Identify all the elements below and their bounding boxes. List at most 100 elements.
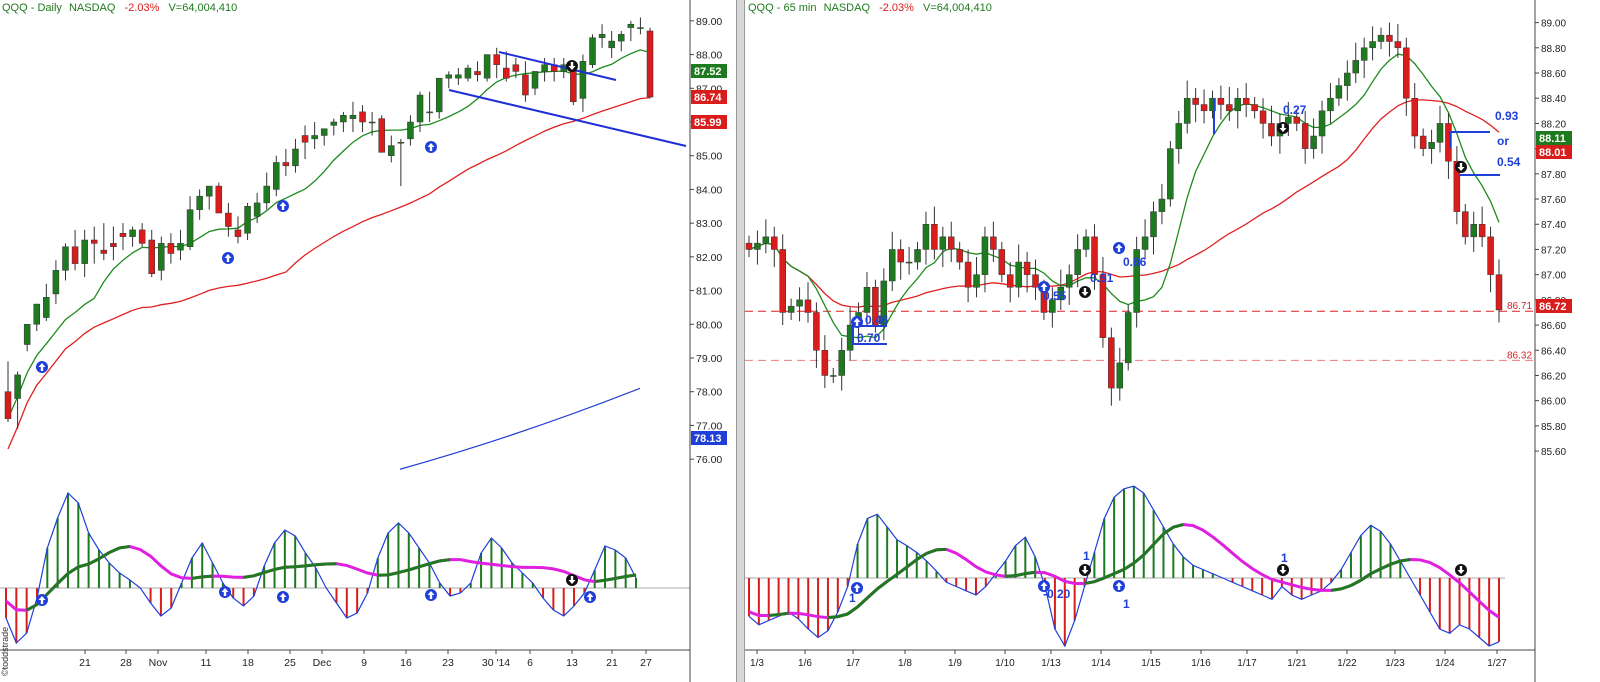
price-tag (1536, 145, 1572, 159)
osc-signal-rising (305, 563, 317, 568)
header-interval: 65 min (783, 2, 817, 14)
price-tick-label: 87.80 (1541, 170, 1566, 181)
candle-body (81, 239, 88, 264)
candle-body (138, 229, 146, 244)
candle-body (804, 299, 812, 313)
header-volume: V=64,004,410 (168, 2, 238, 14)
intraday-chart-panel[interactable]: 89.0088.8088.6088.4088.2088.0087.8087.60… (745, 0, 1600, 682)
osc-signal-rising (274, 565, 286, 571)
osc-signal-rising (263, 567, 275, 574)
time-tick-label: 1/13 (1041, 658, 1061, 669)
time-tick-label: 25 (284, 657, 296, 669)
annotation-label: 0.70 (857, 331, 881, 345)
time-tick-label: 1/23 (1385, 658, 1405, 669)
candle-body (1006, 274, 1014, 288)
candle-body (1403, 47, 1410, 99)
osc-buy-arrow-glyph (279, 593, 287, 601)
candle-body (813, 312, 820, 351)
price-tag-label: 85.99 (694, 117, 722, 129)
time-tick-label: 1/6 (798, 658, 812, 669)
target-bracket (852, 320, 887, 345)
price-tick-label: 85.80 (1541, 422, 1566, 433)
candle-body (1445, 123, 1452, 162)
time-tick-label: 1/21 (1287, 658, 1307, 669)
time-tick-label: 1/17 (1237, 658, 1257, 669)
candle-body (1462, 211, 1469, 238)
candle-body (330, 121, 338, 126)
price-tick-label: 88.60 (1541, 69, 1566, 80)
candle-body (368, 121, 376, 124)
candle-body (1065, 274, 1073, 288)
candle-body (1209, 97, 1216, 112)
candle-body (1411, 97, 1418, 137)
osc-signal-rising (191, 575, 203, 580)
candle-body (990, 236, 997, 250)
candle-body (1099, 274, 1107, 338)
daily-chart-panel[interactable]: 89.0088.0087.0086.0085.0084.0083.0082.00… (0, 0, 736, 682)
osc-signal-rising (315, 562, 327, 567)
candle-body (863, 287, 871, 313)
candle-body (964, 261, 972, 288)
candle-body (177, 243, 184, 251)
sell-signal-arrow-glyph (1457, 163, 1465, 171)
candle-body (779, 249, 786, 313)
price-tag-label: 88.01 (1539, 147, 1567, 159)
candle-body (914, 249, 921, 263)
header-volume: V=64,004,410 (923, 2, 992, 14)
time-tick-label: 13 (566, 657, 578, 669)
candle-body (435, 77, 443, 113)
candle-body (947, 236, 955, 250)
candle-body (148, 239, 155, 274)
buy-signal-arrow-glyph (279, 202, 287, 210)
price-tick-label: 81.00 (696, 286, 722, 298)
candle-body (455, 74, 462, 79)
price-tick-label: 83.00 (696, 218, 722, 230)
osc-count-label: 1 (1123, 597, 1130, 611)
osc-signal-rising (387, 571, 399, 577)
price-tick-label: 86.60 (1541, 321, 1566, 332)
osc-signal-rising (1162, 525, 1175, 536)
osc-signal-rising (398, 568, 410, 575)
candle-body (1394, 41, 1402, 49)
candle-body (1183, 97, 1191, 124)
candle-body (110, 243, 117, 247)
ma-fast-line (748, 53, 1500, 339)
candle-body (445, 74, 453, 79)
osc-signal-rising (896, 565, 908, 576)
osc-signal-rising (77, 562, 90, 569)
osc-signal-rising (827, 615, 838, 620)
candle-body (1150, 211, 1157, 238)
header-exchange: NASDAQ (823, 2, 871, 14)
osc-signal-rising (284, 565, 296, 569)
osc-count-label: 1 (849, 591, 856, 605)
candle-body (196, 195, 203, 210)
candle-body (1133, 249, 1140, 313)
osc-signal-rising (615, 575, 626, 580)
candle-body (292, 148, 299, 167)
candle-body (483, 54, 491, 79)
channel-upper-line (498, 51, 617, 81)
candle-body (1175, 123, 1183, 149)
price-tick-label: 85.60 (1541, 447, 1566, 458)
candle-body (512, 64, 520, 72)
panel-divider[interactable] (736, 0, 745, 682)
candle-body (627, 23, 635, 28)
candle-body (1242, 97, 1250, 105)
osc-signal-rising (1015, 572, 1026, 578)
osc-sell-arrow-glyph (568, 576, 576, 584)
candle-body (1436, 123, 1444, 143)
candle-body (1268, 123, 1275, 137)
header-change: -2.03% (879, 2, 914, 14)
candle-body (821, 350, 829, 376)
candle-body (100, 249, 108, 254)
annotation-label: 0.54 (1497, 155, 1521, 169)
time-tick-label: 1/27 (1487, 658, 1507, 669)
sell-signal-arrow-glyph (568, 62, 576, 70)
price-tag (691, 115, 727, 129)
osc-signal-rising (926, 548, 938, 555)
candle-body (1478, 223, 1486, 238)
osc-signal-rising (1123, 561, 1135, 571)
time-tick-label: 18 (242, 657, 254, 669)
price-tick-label: 80.00 (696, 319, 722, 331)
osc-buy-arrow-glyph (853, 584, 861, 592)
